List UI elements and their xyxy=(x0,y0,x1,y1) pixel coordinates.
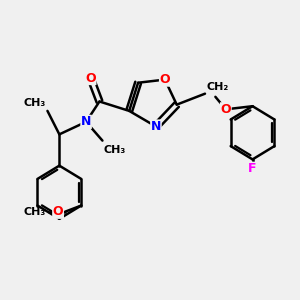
Text: O: O xyxy=(85,71,96,85)
Text: O: O xyxy=(160,73,170,86)
Text: CH₂: CH₂ xyxy=(206,82,229,92)
Text: CH₃: CH₃ xyxy=(104,145,126,155)
Text: CH₃: CH₃ xyxy=(24,98,46,108)
Text: F: F xyxy=(248,162,257,175)
Text: O: O xyxy=(53,205,63,218)
Text: N: N xyxy=(81,115,91,128)
Text: N: N xyxy=(151,120,161,133)
Text: CH₃: CH₃ xyxy=(23,207,46,217)
Text: O: O xyxy=(220,103,231,116)
